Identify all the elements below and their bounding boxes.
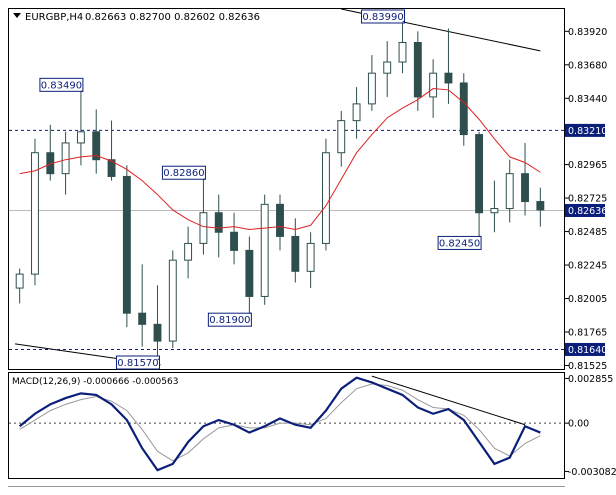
candle xyxy=(337,110,346,167)
macd-indicator xyxy=(9,375,564,472)
candle xyxy=(76,91,85,166)
macd-axis: 0.002855 0.00 -0.003082 xyxy=(565,374,616,478)
candle xyxy=(521,142,529,216)
candle xyxy=(352,87,361,139)
annotation-label: 0.83490 xyxy=(41,80,82,91)
candle xyxy=(31,138,39,286)
candle xyxy=(413,31,422,111)
macd-tick-label: 0.002855 xyxy=(568,374,613,385)
candle xyxy=(107,120,116,181)
price-badge-label: 0.82636 xyxy=(568,206,607,217)
symbol-dropdown-icon[interactable] xyxy=(13,13,21,18)
price-axis: 0.83920 0.83680 0.83440 0.82965 0.82725 0.824… xyxy=(565,27,607,372)
price-annotation: 0.81900 xyxy=(207,312,252,327)
ohlc-readout: 0.82663 0.82700 0.82602 0.82636 xyxy=(85,12,260,23)
annotation-label: 0.81570 xyxy=(117,358,158,369)
candle xyxy=(398,21,407,74)
candle xyxy=(138,264,147,347)
price-badges: 0.83210 0.82636 0.81640 xyxy=(565,123,607,356)
candle xyxy=(505,159,514,223)
candle xyxy=(122,165,131,328)
candle xyxy=(490,180,499,233)
price-tick-label: 0.82965 xyxy=(568,160,607,171)
price-tick-label: 0.82485 xyxy=(568,227,607,238)
price-annotation: 0.83990 xyxy=(361,9,406,24)
candle xyxy=(475,131,484,237)
price-badge-label: 0.83210 xyxy=(568,126,607,137)
candle xyxy=(367,55,376,111)
macd-label: MACD(12,26,9) -0.000666 -0.000563 xyxy=(12,377,178,387)
price-annotation: 0.81570 xyxy=(115,355,160,370)
price-annotation: 0.83490 xyxy=(39,77,84,92)
price-tick-label: 0.81525 xyxy=(568,361,607,372)
macd-main-line xyxy=(18,376,541,472)
candle xyxy=(214,194,223,258)
annotation-label: 0.82450 xyxy=(439,238,480,249)
price-tick-label: 0.81765 xyxy=(568,328,607,339)
candle xyxy=(306,232,315,289)
price-badge-label: 0.81640 xyxy=(568,345,607,356)
candle xyxy=(153,285,162,360)
candle xyxy=(199,179,208,255)
macd-signal-line xyxy=(19,383,541,462)
price-tick-label: 0.82245 xyxy=(568,261,607,272)
ma-line xyxy=(19,88,541,230)
price-tick-label: 0.83920 xyxy=(568,27,607,38)
annotation-label: 0.82860 xyxy=(163,168,204,179)
candle xyxy=(459,73,468,146)
symbol-label: EURGBP,H4 xyxy=(25,12,83,23)
macd-tick-label: 0.00 xyxy=(568,419,589,430)
candle xyxy=(444,28,453,104)
price-tick-label: 0.83440 xyxy=(568,94,607,105)
price-annotations: 0.83490 0.82860 0.81900 0.81570 0.83990 0.824… xyxy=(39,9,482,370)
candle xyxy=(61,131,70,195)
price-badge: 0.83210 xyxy=(565,123,607,137)
price-annotation: 0.82450 xyxy=(437,235,482,250)
candle xyxy=(536,187,545,227)
candle xyxy=(230,212,239,265)
price-tick-label: 0.83680 xyxy=(568,60,607,71)
macd-panel-frame xyxy=(8,372,565,479)
candle xyxy=(276,194,284,251)
candle xyxy=(245,236,254,314)
horizontal-levels[interactable] xyxy=(9,129,564,350)
annotation-label: 0.81900 xyxy=(209,315,250,326)
candle xyxy=(168,250,177,349)
macd-tick-label: -0.003082 xyxy=(568,467,616,478)
macd-trendline[interactable] xyxy=(371,375,526,426)
candle xyxy=(92,109,101,174)
candle xyxy=(383,41,392,97)
candle xyxy=(15,268,24,304)
candle xyxy=(260,194,269,305)
price-badge: 0.82636 xyxy=(565,203,607,217)
candle xyxy=(184,226,193,279)
price-tick-label: 0.82005 xyxy=(568,294,607,305)
moving-average xyxy=(19,88,541,230)
price-badge: 0.81640 xyxy=(565,342,607,356)
price-annotation: 0.82860 xyxy=(161,165,206,180)
price-tick-label: 0.82725 xyxy=(568,194,607,205)
candles xyxy=(15,21,545,360)
main-chart-frame xyxy=(8,8,565,370)
annotation-label: 0.83990 xyxy=(362,12,403,23)
candle xyxy=(321,138,330,251)
